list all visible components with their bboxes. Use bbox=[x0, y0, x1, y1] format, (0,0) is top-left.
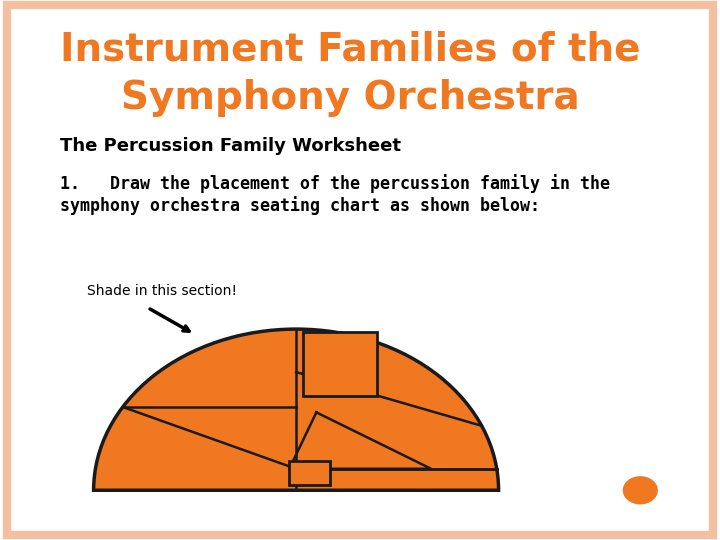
Text: The Percussion Family Worksheet: The Percussion Family Worksheet bbox=[60, 138, 401, 156]
Text: Shade in this section!: Shade in this section! bbox=[87, 285, 237, 299]
Bar bbox=[303, 332, 377, 396]
Wedge shape bbox=[94, 329, 498, 490]
Text: Symphony Orchestra: Symphony Orchestra bbox=[121, 79, 580, 117]
Text: Instrument Families of the: Instrument Families of the bbox=[60, 31, 640, 69]
Circle shape bbox=[624, 477, 657, 504]
Bar bbox=[289, 461, 330, 485]
Text: 1.   Draw the placement of the percussion family in the
symphony orchestra seati: 1. Draw the placement of the percussion … bbox=[60, 174, 610, 215]
